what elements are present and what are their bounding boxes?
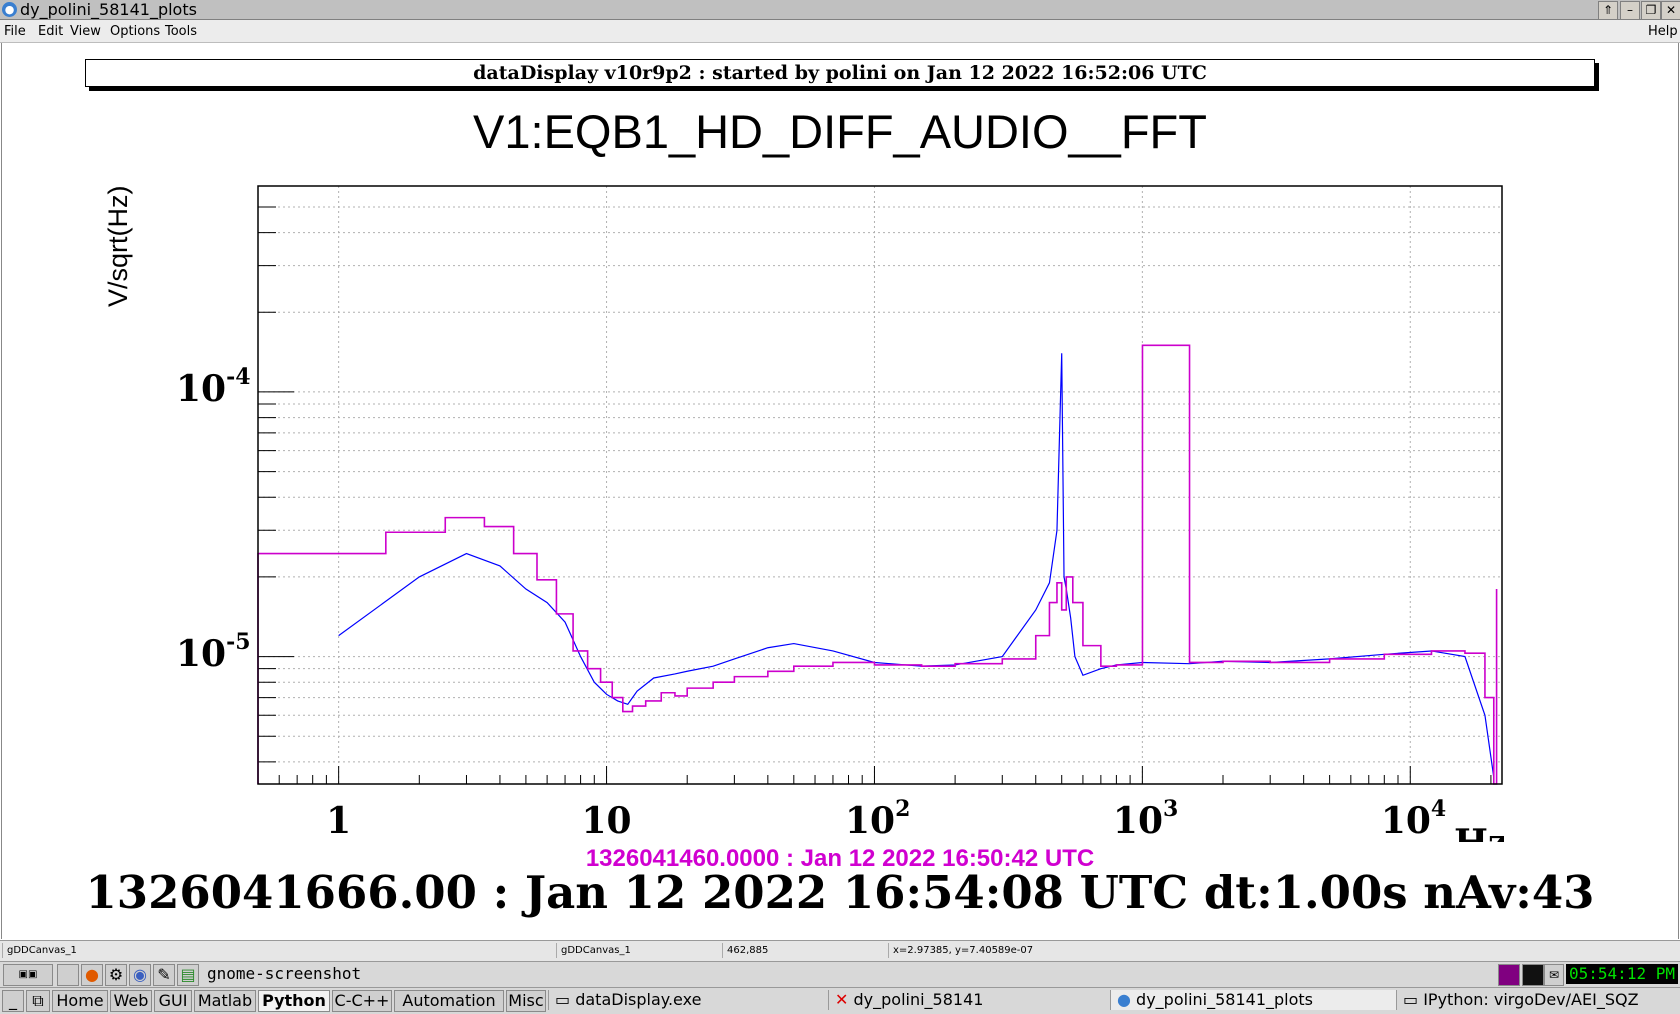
- minimize-icon[interactable]: –: [1620, 1, 1640, 20]
- browser-icon[interactable]: ◉: [129, 964, 151, 986]
- terminal-icon: ▭: [555, 990, 576, 1009]
- group-python[interactable]: Python: [258, 990, 330, 1012]
- taskbar-top: ▣▣ ● ⚙ ◉ ✎ ▤ gnome-screenshot ✉ 05:54:12…: [0, 961, 1680, 988]
- task-ipython[interactable]: ▭ IPython: virgoDev/AEI_SQZ: [1396, 990, 1680, 1010]
- terminal-icon[interactable]: ▤: [177, 964, 199, 986]
- command-entry[interactable]: gnome-screenshot: [207, 964, 362, 983]
- group-home[interactable]: Home: [52, 990, 108, 1012]
- task-datadisplay[interactable]: ▭ dataDisplay.exe: [548, 990, 827, 1010]
- root-gui-icon: ●: [2, 2, 17, 17]
- status-pixel: 462,885: [722, 943, 887, 958]
- y-tick-label: 10-5: [176, 628, 251, 675]
- group-matlab[interactable]: Matlab: [194, 990, 256, 1012]
- reference-time: 1326041460.0000 : Jan 12 2022 16:50:42 U…: [585, 845, 1095, 872]
- start-menu-icon[interactable]: ▣▣: [3, 964, 53, 986]
- network-monitor-icon: [1522, 964, 1544, 986]
- editor-icon[interactable]: ✎: [153, 964, 175, 986]
- group-cpp[interactable]: C-C++: [332, 990, 392, 1012]
- group-gui[interactable]: GUI: [154, 990, 192, 1012]
- gdd-canvas[interactable]: [1, 43, 1679, 939]
- task-dy-polini[interactable]: ✕ dy_polini_58141: [828, 990, 1109, 1010]
- plot-title: V1:EQB1_HD_DIFF_AUDIO__FFT: [473, 105, 1207, 158]
- x-tick-label: 102: [845, 796, 911, 842]
- x-tick-label: 104: [1380, 796, 1447, 842]
- status-object: gDDCanvas_1: [2, 943, 555, 958]
- task-dy-polini-plots[interactable]: ● dy_polini_58141_plots: [1110, 990, 1397, 1010]
- mail-icon[interactable]: ✉: [1544, 964, 1564, 986]
- root-gui-icon: ●: [1117, 990, 1137, 1009]
- group-misc[interactable]: Misc: [506, 990, 546, 1012]
- menu-tools[interactable]: Tools: [165, 24, 198, 39]
- group-automation[interactable]: Automation: [394, 990, 504, 1012]
- x-axis-unit: Hz: [1454, 816, 1504, 842]
- x11-icon: ✕: [835, 990, 854, 1009]
- menu-file[interactable]: File: [4, 24, 26, 39]
- stay-on-top-icon[interactable]: ⇑: [1598, 1, 1618, 20]
- menu-options[interactable]: Options: [110, 24, 161, 39]
- window-title: dy_polini_58141_plots: [20, 0, 197, 19]
- plot-series: [257, 344, 1498, 785]
- hide-panel-icon[interactable]: _: [2, 990, 24, 1012]
- statusbar: gDDCanvas_1 gDDCanvas_1 462,885 x=2.9738…: [0, 940, 1680, 961]
- group-web[interactable]: Web: [110, 990, 152, 1012]
- x-tick-label: 1: [326, 800, 352, 842]
- taskbar-bottom: _ ⧉ Home Web GUI Matlab Python C-C++ Aut…: [0, 987, 1680, 1014]
- plot-grid: [258, 186, 1502, 784]
- menu-edit[interactable]: Edit: [38, 24, 64, 39]
- x-tick-label: 10: [581, 800, 632, 842]
- y-tick-label: 10-4: [176, 363, 251, 410]
- acquisition-info: 1326041666.00 : Jan 12 2022 16:54:08 UTC…: [85, 866, 1595, 919]
- axis-ticks: [257, 206, 1492, 784]
- spectrum-plot[interactable]: [0, 0, 1680, 940]
- menubar: File Edit View Options Tools Help: [0, 20, 1680, 43]
- run-banner: dataDisplay v10r9p2 : started by polini …: [85, 59, 1595, 87]
- restore-icon[interactable]: ❐: [1641, 1, 1661, 20]
- cpu-monitor-icon: [1498, 964, 1520, 986]
- show-desktop-icon[interactable]: [57, 964, 79, 986]
- series-line-1: [338, 353, 1495, 778]
- window-list-icon[interactable]: ⧉: [26, 990, 50, 1012]
- settings-icon[interactable]: ⚙: [105, 964, 127, 986]
- menu-help[interactable]: Help: [1648, 24, 1678, 39]
- status-canvas: gDDCanvas_1: [556, 943, 721, 958]
- terminal-icon: ▭: [1403, 990, 1424, 1009]
- plot-frame: [257, 185, 1503, 785]
- x-tick-label: 103: [1112, 796, 1179, 842]
- menu-view[interactable]: View: [70, 24, 101, 39]
- series-line-2: [257, 344, 1498, 785]
- firefox-icon[interactable]: ●: [81, 964, 103, 986]
- window-titlebar[interactable]: ● dy_polini_58141_plots ⇑ – ❐ ✕: [0, 0, 1680, 20]
- status-coords: x=2.97385, y=7.40589e-07: [888, 943, 1193, 958]
- close-icon[interactable]: ✕: [1661, 1, 1680, 20]
- clock: 05:54:12 PM: [1566, 964, 1678, 984]
